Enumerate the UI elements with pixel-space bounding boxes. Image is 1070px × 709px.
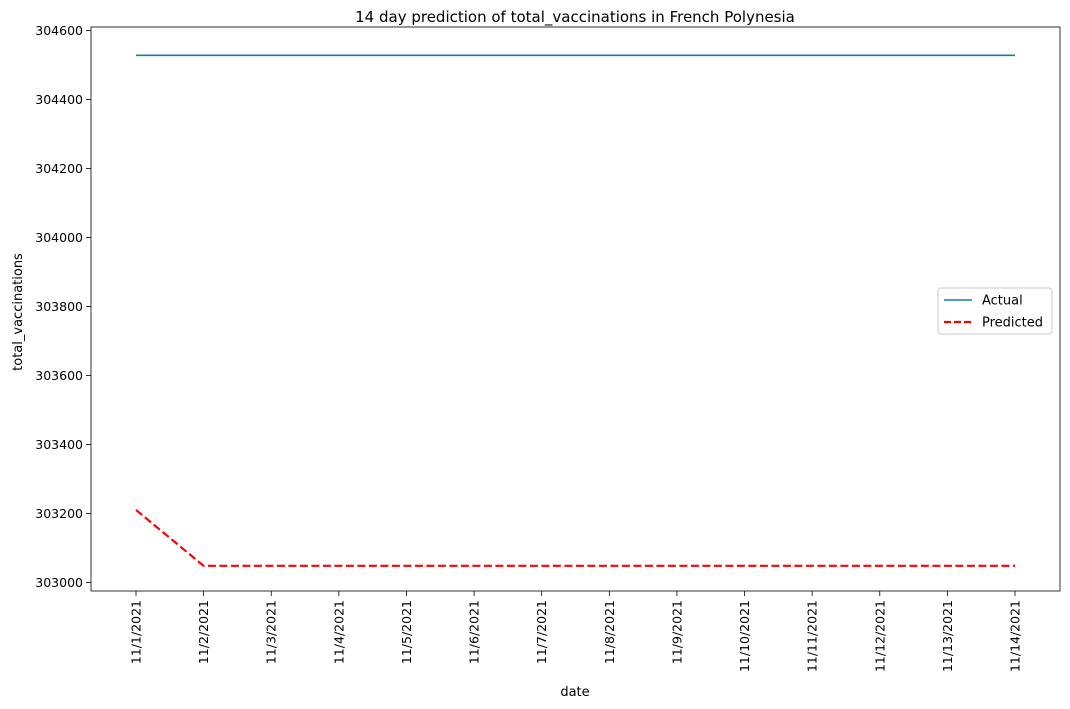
series-line-predicted (135, 509, 1015, 567)
y-tick-label: 304200 (35, 161, 83, 176)
x-tick-label: 11/3/2021 (264, 600, 279, 664)
y-tick-label: 304000 (35, 230, 83, 245)
x-tick-label: 11/6/2021 (467, 600, 482, 664)
x-tick-label: 11/14/2021 (1008, 600, 1023, 672)
y-tick-label: 304400 (35, 92, 83, 107)
x-tick-label: 11/12/2021 (872, 600, 887, 672)
y-axis: 303000 303200 303400 303600 303800 304000 3042… (35, 23, 91, 590)
x-tick-label: 11/1/2021 (129, 600, 144, 664)
chart-title: 14 day prediction of total_vaccinations … (355, 8, 795, 27)
x-tick-label: 11/5/2021 (399, 600, 414, 664)
x-tick-label: 11/7/2021 (534, 600, 549, 664)
series-layer (135, 54, 1015, 567)
x-tick-label: 11/9/2021 (669, 600, 684, 664)
y-tick-label: 303000 (35, 575, 83, 590)
legend-label: Predicted (982, 316, 1043, 331)
x-tick-label: 11/10/2021 (737, 600, 752, 672)
x-tick-label: 11/8/2021 (602, 600, 617, 664)
plot-frame (90, 26, 1061, 592)
x-tick-label: 11/13/2021 (940, 600, 955, 672)
legend-label: Actual (982, 294, 1023, 309)
x-tick-label: 11/4/2021 (331, 600, 346, 664)
x-axis-label: date (560, 685, 589, 700)
y-tick-label: 303600 (35, 368, 83, 383)
y-tick-label: 303400 (35, 437, 83, 452)
y-tick-label: 303800 (35, 299, 83, 314)
y-axis-label: total_vaccinations (11, 253, 26, 371)
y-tick-label: 303200 (35, 506, 83, 521)
legend: Actual Predicted (937, 287, 1053, 335)
x-tick-label: 11/11/2021 (805, 600, 820, 672)
y-tick-label: 304600 (35, 23, 83, 38)
x-axis: 11/1/2021 11/2/2021 11/3/2021 11/4/2021 11/5… (129, 591, 1023, 672)
plot-area (90, 26, 1061, 592)
x-tick-label: 11/2/2021 (196, 600, 211, 664)
